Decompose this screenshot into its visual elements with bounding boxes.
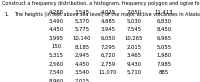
Text: 5,775: 5,775 — [74, 27, 90, 32]
Text: 3,995: 3,995 — [49, 36, 64, 41]
Text: 8,450: 8,450 — [156, 27, 172, 32]
Text: 4,885: 4,885 — [100, 18, 116, 23]
Text: 3,490: 3,490 — [49, 18, 64, 23]
Text: 7,540: 7,540 — [48, 70, 64, 75]
Text: 10,140: 10,140 — [73, 36, 91, 41]
Text: 6,965: 6,965 — [156, 36, 172, 41]
Text: 8,185: 8,185 — [74, 44, 90, 49]
Text: 8,960: 8,960 — [48, 79, 64, 82]
Text: 7,295: 7,295 — [100, 44, 116, 49]
Text: 11,413: 11,413 — [155, 10, 173, 15]
Text: 9,430: 9,430 — [127, 62, 142, 67]
Text: 6,720: 6,720 — [100, 53, 116, 58]
Text: 2,015: 2,015 — [126, 44, 142, 49]
Text: 4,265: 4,265 — [48, 10, 64, 15]
Text: 5,315: 5,315 — [49, 53, 64, 58]
Text: 4,025: 4,025 — [100, 10, 116, 15]
Text: 3,545: 3,545 — [74, 10, 90, 15]
Text: 2,560: 2,560 — [48, 62, 64, 67]
Text: 2,945: 2,945 — [74, 53, 90, 58]
Text: 3,540: 3,540 — [74, 70, 90, 75]
Text: 10,265: 10,265 — [125, 36, 143, 41]
Text: 5,370: 5,370 — [74, 18, 90, 23]
Text: The heights (in feet above sea level) of the major active volcanoes in Alaska ar: The heights (in feet above sea level) of… — [14, 12, 200, 17]
Text: 5,030: 5,030 — [127, 18, 142, 23]
Text: 6,050: 6,050 — [100, 36, 116, 41]
Text: 6,830: 6,830 — [156, 18, 172, 23]
Text: 4,450: 4,450 — [48, 27, 64, 32]
Text: 7,545: 7,545 — [126, 27, 142, 32]
Text: 1,980: 1,980 — [156, 53, 172, 58]
Text: 2,759: 2,759 — [100, 62, 116, 67]
Text: 7,050: 7,050 — [126, 10, 142, 15]
Text: 7,015: 7,015 — [74, 79, 90, 82]
Text: 11,070: 11,070 — [99, 70, 117, 75]
Text: 1.: 1. — [4, 12, 9, 17]
Text: 4,450: 4,450 — [74, 62, 90, 67]
Text: 885: 885 — [159, 70, 169, 75]
Text: 5,710: 5,710 — [126, 70, 142, 75]
Text: 3,945: 3,945 — [101, 27, 116, 32]
Text: 3,465: 3,465 — [127, 53, 142, 58]
Text: 150: 150 — [51, 44, 61, 49]
Text: 7,985: 7,985 — [156, 62, 172, 67]
Text: 5,055: 5,055 — [156, 44, 172, 49]
Text: Construct a frequency distribution, a histogram, frequency polygon and ogive for: Construct a frequency distribution, a hi… — [2, 1, 200, 6]
